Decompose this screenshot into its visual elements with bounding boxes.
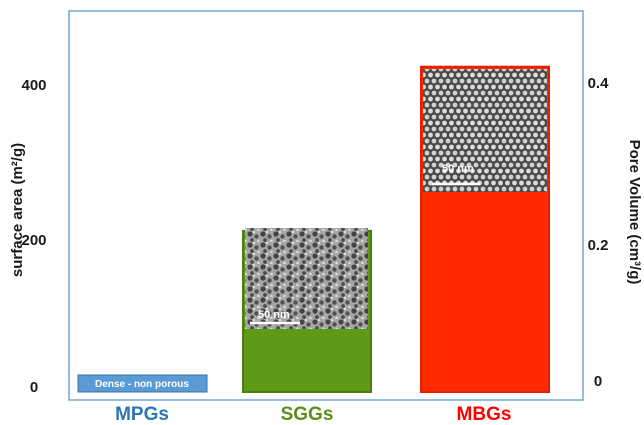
bar-annotation: Dense - non porous (95, 379, 189, 390)
bar-group-mpgs: Dense - non porous (77, 374, 208, 393)
y-tick-label: 200 (21, 232, 46, 249)
y-tick-label: 0 (30, 379, 38, 396)
x-category-label-mpgs: MPGs (115, 404, 169, 425)
bar-annotation-box (77, 374, 208, 393)
scale-bar-label: 50 nm (442, 163, 474, 175)
bar-group-mbgs: 50 nm (420, 65, 550, 393)
y-axis-left: 400 200 0 surface area (m²/g) (9, 77, 47, 396)
y2-tick-label: 0.2 (588, 237, 609, 254)
tem-inset-mbgs: 50 nm (423, 69, 547, 192)
x-category-label-sggs: SGGs (281, 404, 334, 425)
y2-tick-label: 0 (594, 373, 602, 390)
y-tick-label: 400 (21, 77, 46, 94)
bar-group-sggs: 50 nm (242, 228, 372, 393)
tem-inset-sggs: 50 nm (245, 228, 368, 329)
scale-bar-label: 50 nm (258, 309, 290, 321)
y2-axis-label: Pore Volume (cm³/g) (626, 140, 643, 285)
x-category-label-mbgs: MBGs (457, 404, 512, 425)
y-axis-label: surface area (m²/g) (9, 143, 26, 277)
y2-tick-label: 0.4 (588, 75, 610, 92)
plot-frame (68, 10, 584, 401)
x-axis: MPGs SGGs MBGs (115, 404, 511, 425)
y-axis-right: 0.4 0.2 0 Pore Volume (cm³/g) (588, 75, 643, 390)
